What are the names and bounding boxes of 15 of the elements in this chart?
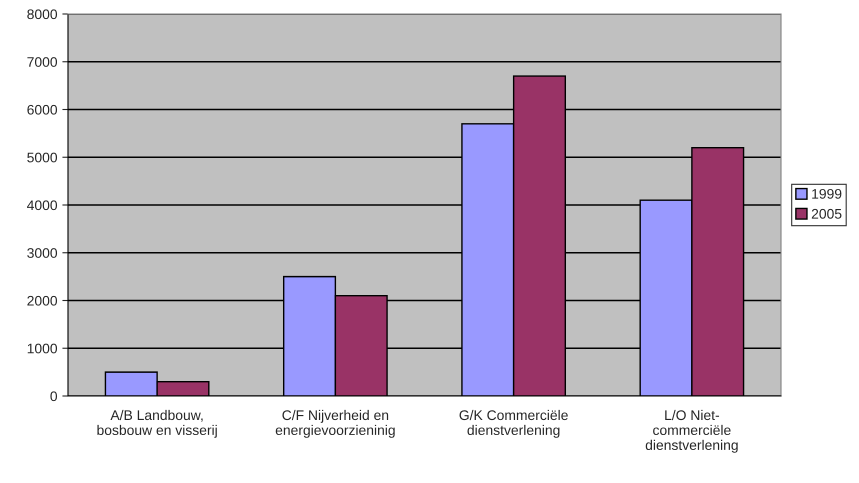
legend-label: 1999 — [812, 188, 842, 199]
y-tick-label: 7000 — [27, 57, 58, 67]
y-tick-label: 0 — [50, 391, 58, 402]
x-tick-label: A/B Landbouw, bosbouw en visserij — [97, 410, 217, 438]
x-tick-label: G/K Commerciële dienstverlening — [460, 410, 568, 438]
y-tick-label: 1000 — [28, 344, 58, 354]
legend-label: 2005 — [812, 208, 842, 219]
x-tick-label: L/O Niet- commerciële dienstverlening — [646, 410, 738, 453]
y-tick-label: 2000 — [27, 296, 58, 306]
x-tick-label: C/F Nijverheid en energievoorzieninig — [276, 410, 395, 438]
y-tick-label: 8000 — [27, 9, 58, 20]
y-tick-label: 4000 — [27, 200, 58, 210]
y-tick-label: 6000 — [27, 104, 58, 115]
y-tick-label: 3000 — [27, 248, 58, 258]
y-tick-label: 5000 — [27, 152, 58, 162]
